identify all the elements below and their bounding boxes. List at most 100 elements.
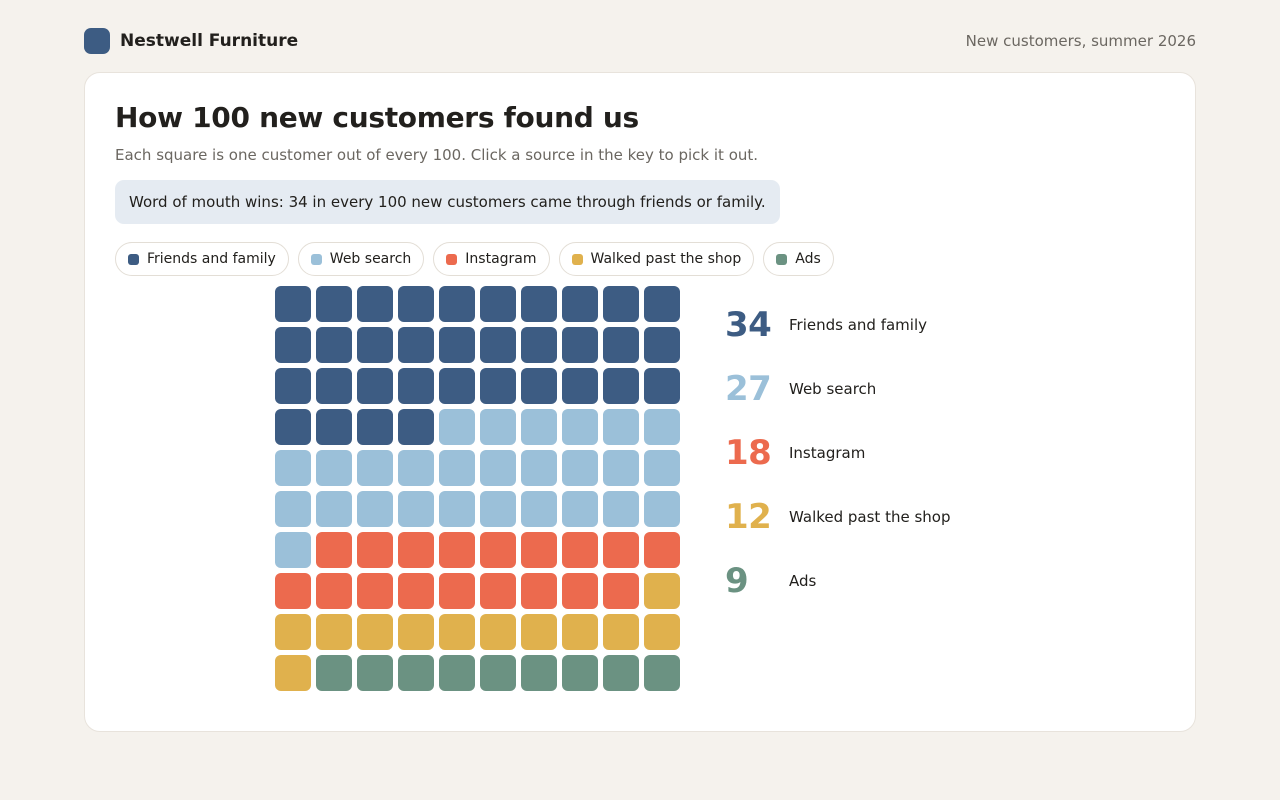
waffle-cell-ads — [603, 655, 639, 691]
waffle-cell-web-search — [439, 491, 475, 527]
stat-label: Web search — [789, 380, 877, 398]
period-label: New customers, summer 2026 — [965, 32, 1196, 50]
waffle-cell-walked-past-the-shop — [644, 573, 680, 609]
waffle-cell-walked-past-the-shop — [521, 614, 557, 650]
waffle-cell-web-search — [316, 491, 352, 527]
legend-chip-friends-and-family[interactable]: Friends and family — [115, 242, 289, 276]
legend-chip-ads[interactable]: Ads — [763, 242, 834, 276]
waffle-cell-walked-past-the-shop — [398, 614, 434, 650]
waffle-cell-friends-and-family — [275, 286, 311, 322]
stat-value: 18 — [725, 433, 772, 473]
waffle-cell-web-search — [480, 491, 516, 527]
waffle-cell-friends-and-family — [357, 409, 393, 445]
waffle-cell-ads — [439, 655, 475, 691]
waffle-cell-instagram — [562, 532, 598, 568]
waffle-cell-web-search — [316, 450, 352, 486]
waffle-cell-ads — [521, 655, 557, 691]
stats-list: 34 Friends and family 27 Web search 18 Instag… — [725, 303, 950, 603]
waffle-cell-instagram — [439, 573, 475, 609]
waffle-cell-friends-and-family — [480, 368, 516, 404]
waffle-cell-web-search — [562, 491, 598, 527]
waffle-cell-friends-and-family — [316, 368, 352, 404]
waffle-cell-walked-past-the-shop — [357, 614, 393, 650]
legend-chip-instagram[interactable]: Instagram — [433, 242, 550, 276]
legend-label: Friends and family — [147, 251, 276, 267]
waffle-cell-friends-and-family — [603, 286, 639, 322]
waffle-cell-friends-and-family — [521, 327, 557, 363]
legend-chip-web-search[interactable]: Web search — [297, 242, 425, 276]
waffle-cell-friends-and-family — [316, 286, 352, 322]
stat-label: Walked past the shop — [789, 508, 951, 526]
waffle-cell-friends-and-family — [603, 327, 639, 363]
waffle-cell-instagram — [521, 532, 557, 568]
waffle-cell-web-search — [398, 450, 434, 486]
stat-label: Ads — [789, 572, 817, 590]
waffle-cell-friends-and-family — [644, 286, 680, 322]
waffle-cell-friends-and-family — [562, 368, 598, 404]
waffle-cell-web-search — [357, 450, 393, 486]
waffle-cell-friends-and-family — [357, 327, 393, 363]
legend-swatch — [571, 253, 583, 265]
waffle-cell-instagram — [439, 532, 475, 568]
stat-row-instagram: 18 Instagram — [725, 431, 950, 475]
waffle-cell-walked-past-the-shop — [316, 614, 352, 650]
waffle-cell-web-search — [480, 450, 516, 486]
waffle-cell-web-search — [357, 491, 393, 527]
stat-label: Instagram — [789, 444, 866, 462]
stat-label: Friends and family — [789, 316, 927, 334]
waffle-cell-friends-and-family — [521, 286, 557, 322]
waffle-cell-ads — [357, 655, 393, 691]
waffle-cell-web-search — [521, 450, 557, 486]
waffle-cell-friends-and-family — [439, 327, 475, 363]
waffle-cell-walked-past-the-shop — [644, 614, 680, 650]
insight-callout-text: Word of mouth wins: 34 in every 100 new … — [129, 193, 766, 211]
waffle-cell-instagram — [603, 573, 639, 609]
waffle-cell-friends-and-family — [480, 327, 516, 363]
legend: Friends and family Web search Instagram Wal… — [115, 242, 834, 276]
waffle-cell-web-search — [439, 409, 475, 445]
waffle-grid — [275, 286, 680, 691]
waffle-cell-friends-and-family — [439, 368, 475, 404]
legend-swatch — [128, 253, 139, 265]
waffle-cell-friends-and-family — [316, 409, 352, 445]
waffle-cell-walked-past-the-shop — [275, 614, 311, 650]
chart-card: How 100 new customers found us Each squa… — [84, 72, 1196, 732]
waffle-cell-web-search — [644, 450, 680, 486]
stat-value: 34 — [725, 305, 772, 345]
waffle-cell-web-search — [480, 409, 516, 445]
waffle-cell-web-search — [644, 491, 680, 527]
waffle-cell-friends-and-family — [439, 286, 475, 322]
waffle-cell-friends-and-family — [521, 368, 557, 404]
waffle-cell-instagram — [480, 532, 516, 568]
waffle-cell-web-search — [562, 409, 598, 445]
legend-chip-walked-past-the-shop[interactable]: Walked past the shop — [558, 242, 755, 276]
waffle-cell-friends-and-family — [644, 368, 680, 404]
waffle-cell-instagram — [562, 573, 598, 609]
waffle-cell-ads — [562, 655, 598, 691]
legend-swatch — [310, 253, 322, 265]
stat-value: 27 — [725, 369, 772, 409]
waffle-cell-ads — [316, 655, 352, 691]
chart-title: How 100 new customers found us — [115, 101, 639, 134]
waffle-cell-web-search — [603, 450, 639, 486]
waffle-cell-web-search — [439, 450, 475, 486]
waffle-cell-ads — [398, 655, 434, 691]
waffle-cell-friends-and-family — [644, 327, 680, 363]
waffle-cell-friends-and-family — [480, 286, 516, 322]
waffle-cell-friends-and-family — [603, 368, 639, 404]
waffle-cell-friends-and-family — [275, 409, 311, 445]
legend-swatch — [446, 253, 458, 265]
waffle-cell-instagram — [316, 573, 352, 609]
insight-callout: Word of mouth wins: 34 in every 100 new … — [115, 180, 780, 224]
waffle-cell-walked-past-the-shop — [603, 614, 639, 650]
waffle-cell-instagram — [521, 573, 557, 609]
stat-value: 9 — [725, 561, 749, 601]
waffle-cell-web-search — [275, 532, 311, 568]
waffle-cell-friends-and-family — [275, 368, 311, 404]
waffle-cell-web-search — [275, 450, 311, 486]
stat-row-web-search: 27 Web search — [725, 367, 950, 411]
waffle-cell-friends-and-family — [562, 327, 598, 363]
waffle-cell-instagram — [480, 573, 516, 609]
legend-label: Walked past the shop — [590, 251, 742, 267]
waffle-cell-web-search — [521, 409, 557, 445]
